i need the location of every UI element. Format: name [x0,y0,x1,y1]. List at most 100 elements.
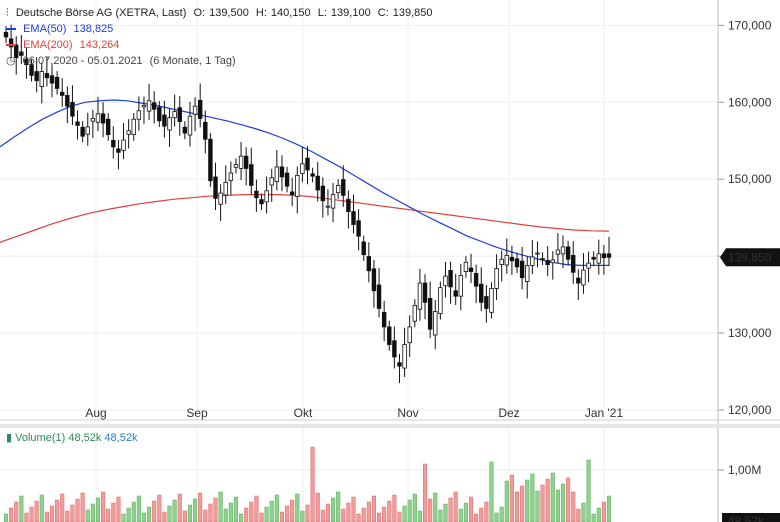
volume-bar [121,513,126,522]
candle-body [146,100,152,112]
volume-bar [131,501,136,522]
candle-body [49,75,55,84]
volume-bars [3,446,612,522]
volume-bar [366,501,371,522]
volume-bar [95,497,101,522]
candle-body [29,64,34,76]
close-label: C: [377,7,389,19]
volume-bar [417,510,422,522]
candle-body [85,126,90,135]
candle-body [417,282,423,310]
volume-bar [249,501,254,522]
candle-body [453,290,458,297]
candle-body [116,148,121,153]
volume-bar [341,508,346,522]
volume-bar [397,511,402,522]
volume-bar [65,510,70,522]
candle-body [407,326,412,344]
candle-body [75,121,80,126]
x-tick-label: Sep [186,406,208,420]
volume-bar [371,495,376,522]
volume-legend: ▮ Volume(1) 48,52k 48,52k [6,431,137,444]
candle-body [3,31,9,38]
candle-body [576,277,581,284]
volume-bar [428,498,433,522]
candle-body [151,102,157,110]
volume-bar [279,511,284,522]
candle-body [269,177,274,186]
volume-bar [356,513,361,522]
volume-bar [555,489,560,522]
volume-bar [479,507,484,522]
candle-body [44,73,50,79]
candle-body [106,118,111,136]
candle-body [228,172,234,181]
candle-body [208,138,213,182]
candle-body [233,164,239,168]
candle-body [509,256,515,262]
candle-body [504,254,509,266]
candle-body [555,249,561,255]
candle-body [341,179,346,196]
candle-body [315,175,320,191]
candle-body [167,117,172,131]
candle-body [24,58,29,66]
candle-body [366,256,372,272]
volume-bar [9,507,14,522]
volume-bar [576,508,581,522]
candle-body [218,192,223,205]
volume-bar [44,511,49,522]
ema50-value: 138,825 [73,23,114,35]
candle-body [136,110,142,120]
candle-body [300,163,305,174]
ema50-legend: EMA(50) 138,825 [6,22,117,36]
volume-last-badge [722,513,780,522]
candle-body [310,173,315,177]
candle-body [192,105,198,115]
volume-value-1: 48,52k [68,432,102,444]
candle-body [100,113,106,124]
candle-body [565,246,571,260]
candle-body [427,298,433,330]
candle-body [203,121,208,140]
volume-value-2: 48,52k [104,432,138,444]
candle-body [433,311,438,336]
volume-bar [489,461,494,522]
volume-bar [49,505,55,522]
y-tick-label: 120,000 [728,403,772,417]
candle-body [560,246,566,255]
candle-body [162,114,167,127]
volume-bar [509,474,514,522]
volume-bar [463,502,468,522]
low-label: L: [317,7,327,19]
candle-body [131,118,136,136]
instrument-name: Deutsche Börse AG (XETRA, Last) [15,7,187,19]
volume-bar [331,497,336,522]
candle-body [392,340,397,358]
volume-bar [198,492,203,522]
high-value: 140,150 [270,7,311,19]
candle-body [351,211,356,226]
volume-bar [325,503,330,522]
volume-bar [177,493,182,522]
candle-body [535,252,540,255]
candle-body [412,304,418,322]
candle-body [479,283,484,303]
volume-icon: ▮ [6,431,13,444]
candle-body [90,118,96,122]
candle-body [213,176,218,199]
candle-body [402,344,407,369]
candle-body [39,71,44,87]
candle-body [591,256,596,260]
volume-bar [218,491,223,522]
volume-bar [387,500,392,522]
y-tick-label: 150,000 [728,172,772,186]
volume-bar [412,493,417,522]
open-label: O: [193,7,206,19]
volume-last-label: 48,52k [728,514,765,522]
volume-bar [300,510,305,522]
period: (6 Monate, 1 Tag) [149,55,236,67]
close-value: 139,850 [392,7,433,19]
volume-bar [571,491,576,522]
